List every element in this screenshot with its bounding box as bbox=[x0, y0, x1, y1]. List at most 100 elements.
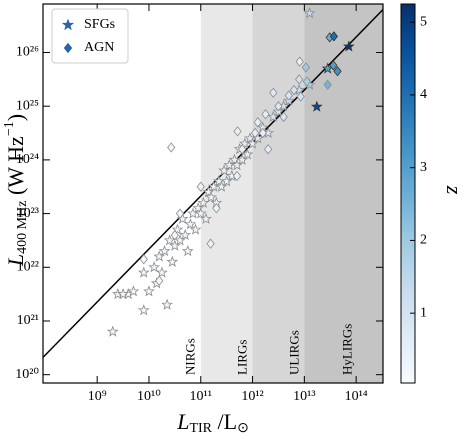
star-point bbox=[148, 261, 161, 273]
y-tick-label: 10²⁶ bbox=[16, 45, 39, 60]
star-point bbox=[310, 100, 323, 112]
diamond-point bbox=[170, 229, 179, 241]
star-point bbox=[267, 110, 280, 122]
x-tick-label: 10⁹ bbox=[88, 389, 107, 404]
star-point bbox=[343, 40, 355, 52]
diamond-point bbox=[175, 208, 185, 219]
diamond-point bbox=[329, 31, 339, 42]
star-point bbox=[194, 207, 207, 219]
star-point bbox=[106, 325, 119, 337]
y-label-part: 400 MHz bbox=[15, 201, 30, 254]
colorbar-tick-label: 2 bbox=[420, 233, 427, 248]
star-point bbox=[156, 266, 168, 278]
star-point bbox=[143, 285, 155, 297]
y-label-part: (W Hz bbox=[3, 136, 28, 201]
diamond-point bbox=[212, 203, 221, 214]
diamond-point bbox=[155, 275, 164, 286]
star-point bbox=[197, 196, 210, 208]
diamond-point bbox=[250, 127, 260, 139]
region-label: NIRGs bbox=[183, 338, 198, 375]
y-tick-label: 10²¹ bbox=[17, 313, 39, 328]
star-point bbox=[202, 185, 215, 198]
star-point bbox=[189, 223, 202, 235]
region-label: HyLIRGs bbox=[339, 324, 354, 375]
legend-marker bbox=[61, 18, 75, 31]
diamond-point bbox=[196, 181, 205, 192]
legend-label: AGN bbox=[84, 40, 114, 55]
y-label-part: ) bbox=[3, 114, 28, 121]
x-tick-label: 10¹⁰ bbox=[137, 389, 161, 404]
plot-frame bbox=[42, 3, 384, 384]
star-point bbox=[127, 285, 140, 297]
y-label-part: −1 bbox=[2, 121, 17, 136]
y-axis-label: L400 MHz (W Hz−1) bbox=[2, 114, 30, 267]
y-tick-label: 10²² bbox=[17, 260, 39, 275]
star-point bbox=[174, 234, 186, 246]
diamond-point bbox=[139, 254, 148, 265]
diamond-point bbox=[289, 84, 299, 96]
colorbar bbox=[400, 3, 416, 384]
region-label: ULIRGs bbox=[286, 330, 301, 375]
y-tick-label: 10²⁴ bbox=[16, 152, 39, 167]
x-label-part: L bbox=[176, 409, 189, 434]
region bbox=[304, 4, 383, 383]
colorbar-tick-label: 1 bbox=[420, 305, 427, 320]
x-tick-label: 10¹² bbox=[241, 389, 263, 404]
legend-label: SFGs bbox=[84, 17, 115, 32]
region bbox=[252, 4, 305, 383]
diamond-point bbox=[295, 74, 304, 85]
diamond-point bbox=[167, 142, 176, 153]
diamond-point bbox=[261, 109, 270, 120]
star-point bbox=[137, 304, 150, 316]
diamond-point bbox=[232, 170, 242, 182]
diamond-point bbox=[301, 62, 310, 73]
diamond-point bbox=[295, 56, 304, 67]
diamond-point bbox=[323, 79, 332, 90]
star-point bbox=[169, 239, 181, 251]
star-point bbox=[137, 266, 150, 278]
diamond-point bbox=[253, 117, 262, 128]
star-point bbox=[246, 137, 259, 149]
diamond-point bbox=[296, 91, 305, 102]
star-point bbox=[166, 255, 179, 267]
star-point bbox=[241, 148, 254, 160]
x-tick-label: 10¹⁴ bbox=[345, 389, 368, 404]
star-point bbox=[181, 244, 194, 257]
star-point bbox=[236, 153, 249, 165]
x-tick-label: 10¹¹ bbox=[190, 389, 212, 404]
diamond-point bbox=[274, 101, 283, 112]
star-point bbox=[171, 223, 184, 235]
star-point bbox=[161, 298, 173, 310]
star-point bbox=[184, 218, 197, 230]
star-point bbox=[117, 288, 129, 300]
star-point bbox=[231, 159, 243, 171]
star-point bbox=[220, 175, 233, 187]
y-tick-label: 10²⁵ bbox=[16, 98, 39, 113]
star-point bbox=[153, 250, 166, 262]
x-axis-label: LTIR /L⊙ bbox=[176, 409, 249, 436]
region-label: LIRGs bbox=[235, 340, 250, 375]
x-label-part: /L bbox=[212, 409, 237, 434]
star-point bbox=[179, 228, 192, 241]
diamond-point bbox=[258, 127, 267, 139]
colorbar-tick-label: 4 bbox=[420, 87, 427, 102]
region bbox=[43, 4, 201, 383]
star-point bbox=[163, 234, 176, 246]
star-point bbox=[303, 7, 316, 19]
y-tick-label: 10²³ bbox=[17, 206, 39, 221]
y-label-part: L bbox=[3, 254, 28, 267]
star-point bbox=[192, 202, 205, 214]
star-point bbox=[205, 191, 217, 203]
diamond-point bbox=[233, 126, 242, 137]
y-tick-label: 10²⁰ bbox=[15, 367, 39, 382]
star-point bbox=[158, 244, 171, 257]
diamond-point bbox=[333, 66, 342, 77]
colorbar-tick-label: 5 bbox=[420, 14, 427, 29]
diamond-point bbox=[238, 144, 247, 155]
colorbar-tick-label: 3 bbox=[420, 160, 427, 175]
star-point bbox=[215, 180, 228, 192]
legend-marker bbox=[63, 42, 73, 54]
star-point bbox=[218, 164, 230, 176]
diamond-point bbox=[302, 76, 312, 87]
